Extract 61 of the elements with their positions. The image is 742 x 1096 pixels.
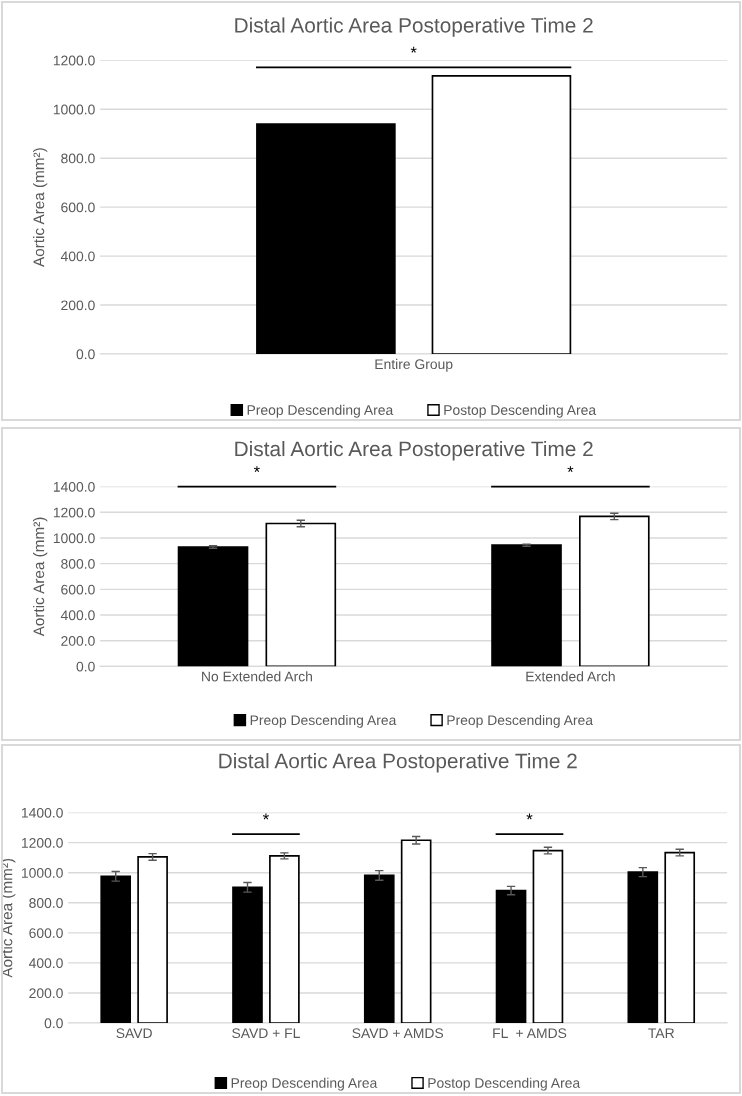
chart-title: Distal Aortic Area Postoperative Time 2 bbox=[219, 753, 577, 773]
x-tick-label: SAVD bbox=[116, 1028, 152, 1039]
y-tick-label: 400.0 bbox=[60, 610, 95, 621]
y-tick-label: 1000.0 bbox=[53, 533, 95, 544]
y-tick-label: 1400.0 bbox=[21, 807, 63, 818]
y-tick-label: 400.0 bbox=[60, 251, 95, 262]
y-tick-label: 0.0 bbox=[76, 661, 95, 672]
bar bbox=[100, 875, 132, 1024]
x-tick-label: SAVD + AMDS bbox=[352, 1028, 444, 1039]
text: * bbox=[567, 466, 574, 472]
x-tick-label: FL + AMDS bbox=[493, 1028, 567, 1039]
y-tick-label: 200.0 bbox=[61, 636, 95, 646]
y-axis-title: Aortic Area (mm²) bbox=[33, 148, 48, 267]
bar bbox=[232, 886, 263, 1024]
y-tick-label: 1400.0 bbox=[53, 481, 95, 492]
x-tick-label: No Extended Arch bbox=[202, 671, 312, 682]
bar bbox=[265, 522, 337, 667]
y-tick-label: 600.0 bbox=[29, 928, 63, 938]
y-tick-label: 600.0 bbox=[61, 584, 95, 595]
legend-label: Preop Descending Area bbox=[247, 404, 394, 418]
bar bbox=[664, 851, 696, 1024]
annotation: * bbox=[262, 813, 269, 820]
y-tick-label: 400.0 bbox=[28, 958, 63, 969]
x-tick-label: Extended Arch bbox=[526, 671, 615, 682]
y-tick-label: 1000.0 bbox=[21, 868, 63, 878]
x-tick-label: SAVD + FL bbox=[232, 1028, 300, 1039]
y-axis-title: Aortic Area (mm²) bbox=[33, 517, 48, 637]
bar bbox=[400, 839, 432, 1024]
y-tick-label: 1200.0 bbox=[53, 507, 95, 518]
annotation: * bbox=[526, 813, 533, 820]
bar bbox=[137, 856, 168, 1024]
chart-title: Distal Aortic Area Postoperative Time 2 bbox=[235, 17, 593, 37]
bar bbox=[269, 855, 300, 1024]
bar bbox=[495, 889, 527, 1024]
bar bbox=[363, 874, 395, 1024]
legend-label: Preop Descending Area bbox=[447, 714, 594, 728]
y-tick-label: 1200.0 bbox=[21, 837, 63, 848]
y-tick-label: 600.0 bbox=[61, 202, 95, 213]
y-tick-label: 800.0 bbox=[61, 558, 95, 569]
bar bbox=[627, 871, 659, 1024]
x-tick-label: TAR bbox=[648, 1028, 674, 1038]
text: * bbox=[410, 46, 417, 53]
y-tick-label: 0.0 bbox=[44, 1018, 63, 1029]
bar bbox=[578, 515, 650, 667]
legend-label: Preop Descending Area bbox=[231, 1077, 378, 1091]
x-tick-label: Entire Group bbox=[375, 358, 453, 372]
y-tick-label: 0.0 bbox=[76, 349, 95, 360]
y-tick-label: 1200.0 bbox=[53, 55, 95, 66]
legend-label: Preop Descending Area bbox=[250, 714, 397, 728]
y-tick-label: 800.0 bbox=[29, 898, 63, 908]
text: * bbox=[253, 466, 260, 472]
y-tick-label: 200.0 bbox=[29, 988, 63, 999]
bar bbox=[532, 849, 564, 1024]
bar bbox=[177, 546, 249, 667]
legend-label: Postop Descending Area bbox=[428, 1077, 581, 1091]
y-tick-label: 800.0 bbox=[61, 153, 95, 164]
y-tick-label: 1000.0 bbox=[53, 104, 95, 115]
chart-title: Distal Aortic Area Postoperative Time 2 bbox=[235, 440, 593, 461]
y-tick-label: 200.0 bbox=[61, 300, 95, 311]
legend-label: Postop Descending Area bbox=[444, 404, 597, 418]
bar bbox=[491, 544, 562, 667]
